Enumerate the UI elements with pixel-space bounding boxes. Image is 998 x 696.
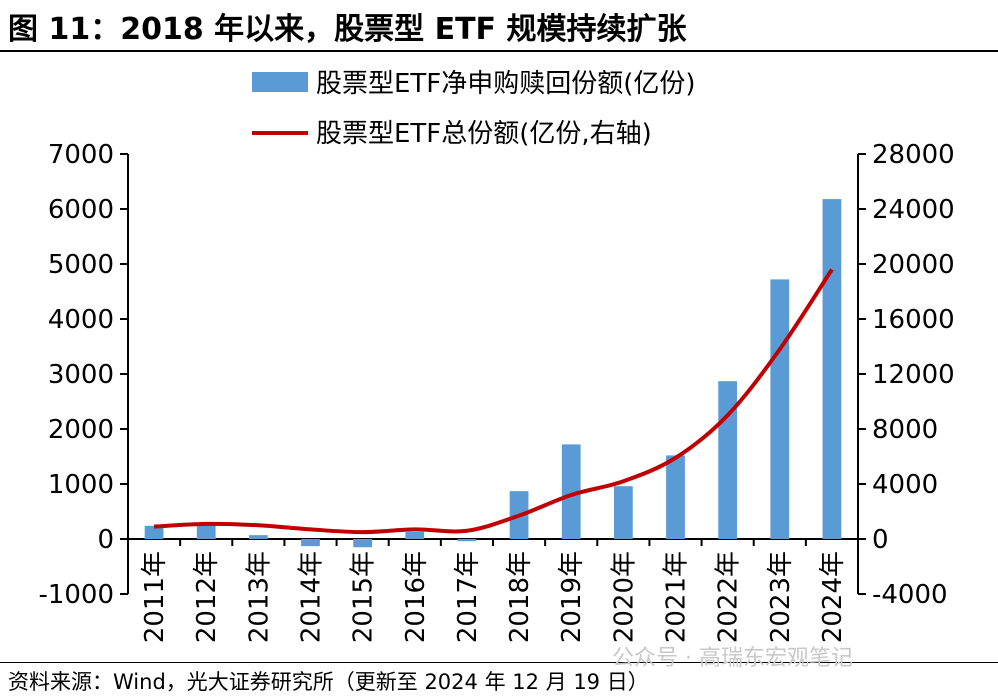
bar-net-subscription [561,444,581,539]
right-tick-label: 20000 [872,250,955,280]
watermark-text: 公众号 · 高瑞东宏观笔记 [612,646,853,671]
bar-net-subscription [770,279,790,539]
x-tick-label: 2020年 [609,551,639,643]
left-tick-label: 7000 [48,140,114,170]
bar-net-subscription [405,531,425,539]
x-tick-label: 2012年 [192,551,222,643]
right-tick-label: 28000 [872,140,955,170]
left-tick-label: 1000 [48,470,114,500]
left-tick-label: 5000 [48,250,114,280]
left-tick-label: 3000 [48,360,114,390]
right-tick-label: -4000 [872,580,948,610]
x-tick-label: 2022年 [714,551,744,643]
legend: 股票型ETF净申购赎回份额(亿份) 股票型ETF总份额(亿份,右轴) [252,69,696,149]
bar-net-subscription [718,381,738,539]
x-tick-label: 2019年 [557,551,587,643]
x-tick-label: 2013年 [244,551,274,643]
left-tick-label: 0 [97,525,114,555]
x-tick-label: 2015年 [349,551,379,643]
bar-net-subscription [457,539,477,542]
x-tick-label: 2014年 [297,551,327,643]
left-tick-label: 4000 [48,305,114,335]
legend-bar-swatch [252,72,308,92]
x-tick-label: 2024年 [818,551,848,643]
bar-net-subscription [301,539,320,547]
x-tick-label: 2011年 [140,551,170,643]
legend-line-label: 股票型ETF总份额(亿份,右轴) [316,119,652,149]
left-tick-label: 2000 [48,415,114,445]
line-total-shares [153,268,834,535]
right-tick-label: 12000 [872,360,955,390]
figure-title: 图 11：2018 年以来，股票型 ETF 规模持续扩张 [8,12,687,47]
left-tick-label: 6000 [48,195,114,225]
chart-svg: 股票型ETF净申购赎回份额(亿份) 股票型ETF总份额(亿份,右轴) -1000… [38,69,955,643]
x-tick-label: 2016年 [401,551,431,643]
right-tick-label: 4000 [872,470,938,500]
x-tick-label: 2018年 [505,551,535,643]
x-tick-label: 2017年 [453,551,483,643]
right-tick-label: 0 [872,525,889,555]
bar-net-subscription [144,525,164,539]
bar-net-subscription [248,535,268,539]
right-tick-label: 16000 [872,305,955,335]
bar-net-subscription [666,455,685,539]
bar-net-subscription [196,522,216,539]
bar-net-subscription [353,539,373,548]
right-tick-label: 8000 [872,415,938,445]
source-note: 资料来源：Wind，光大证券研究所（更新至 2024 年 12 月 19 日） [8,670,649,694]
footer-divider [0,662,998,663]
bar-net-subscription [822,199,842,539]
legend-bar-label: 股票型ETF净申购赎回份额(亿份) [316,69,696,99]
left-tick-label: -1000 [38,580,114,610]
x-tick-label: 2021年 [662,551,692,643]
x-tick-label: 2023年 [766,551,796,643]
title-divider [0,50,998,52]
right-tick-label: 24000 [872,195,955,225]
bar-net-subscription [613,486,633,539]
